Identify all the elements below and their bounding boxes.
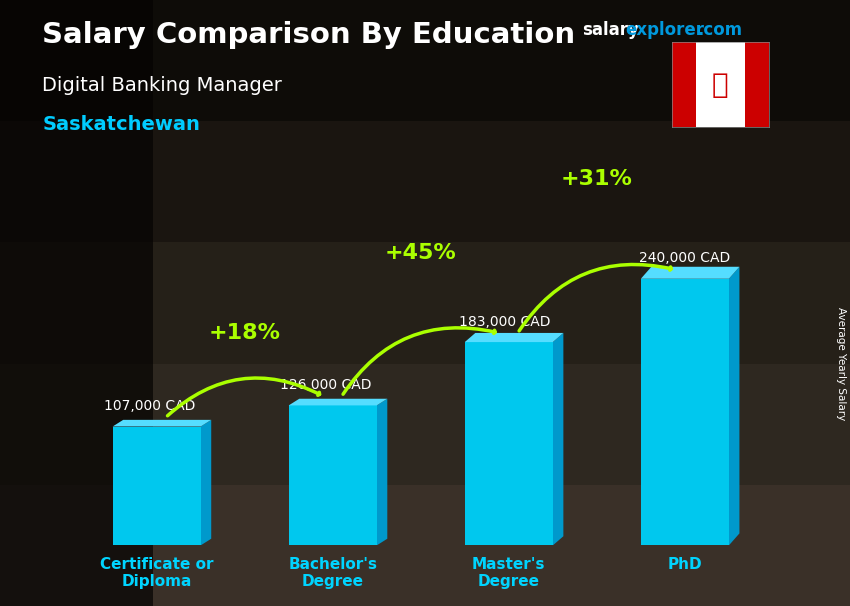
- Text: +18%: +18%: [209, 323, 280, 343]
- Text: Average Yearly Salary: Average Yearly Salary: [836, 307, 846, 420]
- Bar: [0, 485, 850, 606]
- Bar: [0, 0, 153, 606]
- Polygon shape: [289, 399, 388, 405]
- FancyArrowPatch shape: [519, 264, 672, 331]
- Text: explorer: explorer: [625, 21, 704, 39]
- Bar: [0, 121, 850, 242]
- Text: 107,000 CAD: 107,000 CAD: [104, 399, 196, 413]
- FancyArrowPatch shape: [167, 378, 320, 416]
- Text: 🍁: 🍁: [712, 71, 728, 99]
- Polygon shape: [552, 333, 564, 545]
- Text: 183,000 CAD: 183,000 CAD: [460, 315, 551, 328]
- Bar: [745, 42, 769, 127]
- Bar: [0, 0, 850, 121]
- Text: Salary Comparison By Education: Salary Comparison By Education: [42, 21, 575, 49]
- Bar: [696, 42, 745, 127]
- Polygon shape: [112, 420, 211, 427]
- Polygon shape: [377, 399, 388, 545]
- Bar: [0, 242, 850, 364]
- Bar: [465, 342, 552, 545]
- Polygon shape: [728, 267, 739, 545]
- Text: 126,000 CAD: 126,000 CAD: [280, 378, 371, 392]
- Text: Digital Banking Manager: Digital Banking Manager: [42, 76, 282, 95]
- Text: +31%: +31%: [561, 168, 632, 189]
- FancyArrowPatch shape: [343, 328, 496, 395]
- Bar: [289, 405, 377, 545]
- Text: +45%: +45%: [385, 243, 456, 263]
- Polygon shape: [201, 420, 211, 545]
- Bar: [0, 364, 850, 485]
- Bar: [672, 42, 696, 127]
- Text: 240,000 CAD: 240,000 CAD: [639, 251, 730, 265]
- Polygon shape: [465, 333, 564, 342]
- Polygon shape: [641, 267, 740, 279]
- Bar: [641, 279, 728, 545]
- Text: .com: .com: [697, 21, 742, 39]
- Text: salary: salary: [582, 21, 639, 39]
- Bar: [0, 533, 850, 606]
- Bar: [112, 427, 201, 545]
- Text: Saskatchewan: Saskatchewan: [42, 115, 201, 134]
